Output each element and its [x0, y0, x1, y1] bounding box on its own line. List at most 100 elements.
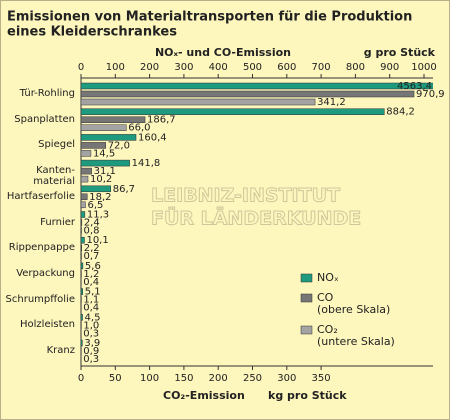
bar	[81, 159, 130, 167]
value-label: 0,9	[83, 346, 99, 357]
watermark: FÜR LÄNDERKUNDE	[151, 206, 361, 230]
value-label: 186,7	[147, 115, 176, 126]
x-tick-label: 1000	[411, 62, 436, 73]
bar	[81, 167, 92, 175]
value-label: 0,7	[83, 251, 99, 262]
x2-tick-label: 250	[243, 373, 262, 384]
category-label: Rippenpappe	[8, 242, 75, 254]
bar	[81, 175, 89, 183]
value-label: 0,3	[83, 328, 99, 339]
x-tick-label: 600	[277, 62, 296, 73]
bar	[81, 288, 83, 295]
value-label: 10,2	[90, 174, 112, 185]
category-label: Spiegel	[38, 139, 75, 151]
value-label: 1,1	[83, 295, 99, 306]
legend-label: NOₓ	[317, 271, 339, 284]
legend-swatch	[300, 273, 313, 283]
x2-tick-label: 200	[209, 373, 228, 384]
value-label: 31,1	[94, 166, 116, 177]
x2-tick-label: 50	[109, 373, 122, 384]
bar	[81, 124, 127, 131]
bar	[81, 98, 316, 106]
bar	[81, 236, 85, 244]
bar	[81, 201, 86, 209]
category-label: Hartfaserfolie	[6, 190, 75, 202]
legend-label: CO (obere Skala)	[317, 291, 391, 316]
x2-tick-label: 100	[140, 373, 159, 384]
value-label: 86,7	[113, 184, 135, 195]
value-label: 10,1	[86, 235, 108, 246]
x-axis-label: NOₓ- und CO-Emission	[155, 46, 291, 59]
bar	[81, 185, 111, 193]
category-label: Holzleisten	[20, 319, 75, 331]
value-label: 3,9	[84, 338, 100, 349]
x2-tick-label: 150	[174, 373, 193, 384]
value-label: 5,6	[85, 261, 101, 272]
x2-tick-label: 350	[312, 373, 331, 384]
bar	[81, 108, 385, 115]
value-label: 0,4	[83, 303, 99, 314]
value-label: 4563,4	[397, 81, 432, 92]
bar	[81, 227, 82, 234]
category-label: Verpackung	[16, 267, 75, 279]
value-label: 11,3	[87, 210, 109, 221]
x-tick-label: 800	[346, 62, 365, 73]
value-label: 14,5	[93, 148, 115, 159]
value-label: 4,5	[85, 312, 101, 323]
category-label: Schrumpffolie	[5, 293, 75, 305]
value-label: 2,4	[84, 218, 100, 229]
value-label: 72,0	[108, 140, 130, 151]
bar	[81, 339, 83, 347]
legend-swatch	[300, 293, 313, 303]
bar	[81, 262, 84, 270]
x2-axis-unit: kg pro Stück	[268, 389, 347, 402]
bar	[81, 134, 137, 141]
x-tick-label: 500	[243, 62, 262, 73]
category-label: Kranz	[46, 345, 75, 356]
x2-tick-label: 300	[277, 373, 296, 384]
bar	[81, 219, 83, 226]
bar	[81, 82, 433, 90]
bar	[81, 211, 86, 218]
x-tick-label: 900	[380, 62, 399, 73]
x-axis-unit: g pro Stück	[364, 46, 436, 59]
value-label: 0,3	[83, 354, 99, 365]
x2-axis-label: CO₂-Emission	[163, 389, 245, 402]
category-label: Kanten- material	[33, 165, 75, 188]
x-tick-label: 0	[78, 62, 84, 73]
value-label: 1,2	[83, 269, 99, 280]
legend-swatch	[300, 325, 313, 335]
value-label: 6,5	[87, 200, 103, 211]
x-tick-label: 300	[174, 62, 193, 73]
bar	[81, 116, 146, 123]
x-tick-label: 200	[140, 62, 159, 73]
chart-title: Emissionen von Materialtransporten für d…	[7, 10, 412, 25]
category-label: Furnier	[40, 216, 75, 228]
bar	[81, 90, 415, 98]
value-label: 66,0	[128, 123, 150, 134]
value-label: 141,8	[132, 158, 161, 169]
bar	[81, 314, 83, 321]
value-label: 160,4	[138, 132, 167, 143]
plot-area	[81, 82, 433, 363]
legend-label: CO₂ (untere Skala)	[317, 323, 395, 348]
value-label: 2,2	[84, 243, 100, 254]
value-label: 5,1	[85, 287, 101, 298]
watermark: LEIBNIZ-INSTITUT	[151, 185, 340, 207]
chart-subtitle: eines Kleiderschrankes	[7, 25, 177, 40]
x-tick-label: 700	[312, 62, 331, 73]
x-tick-label: 400	[209, 62, 228, 73]
value-label: 1,0	[83, 320, 99, 331]
bar	[81, 150, 92, 157]
value-label: 0,4	[83, 277, 99, 288]
bar	[81, 244, 83, 252]
value-label: 0,8	[84, 226, 100, 237]
bar	[81, 142, 106, 149]
x-tick-label: 100	[106, 62, 125, 73]
value-label: 884,2	[386, 107, 415, 118]
category-label: Spanplatten	[14, 113, 75, 125]
x2-tick-label: 0	[78, 373, 84, 384]
value-label: 970,9	[416, 89, 445, 100]
